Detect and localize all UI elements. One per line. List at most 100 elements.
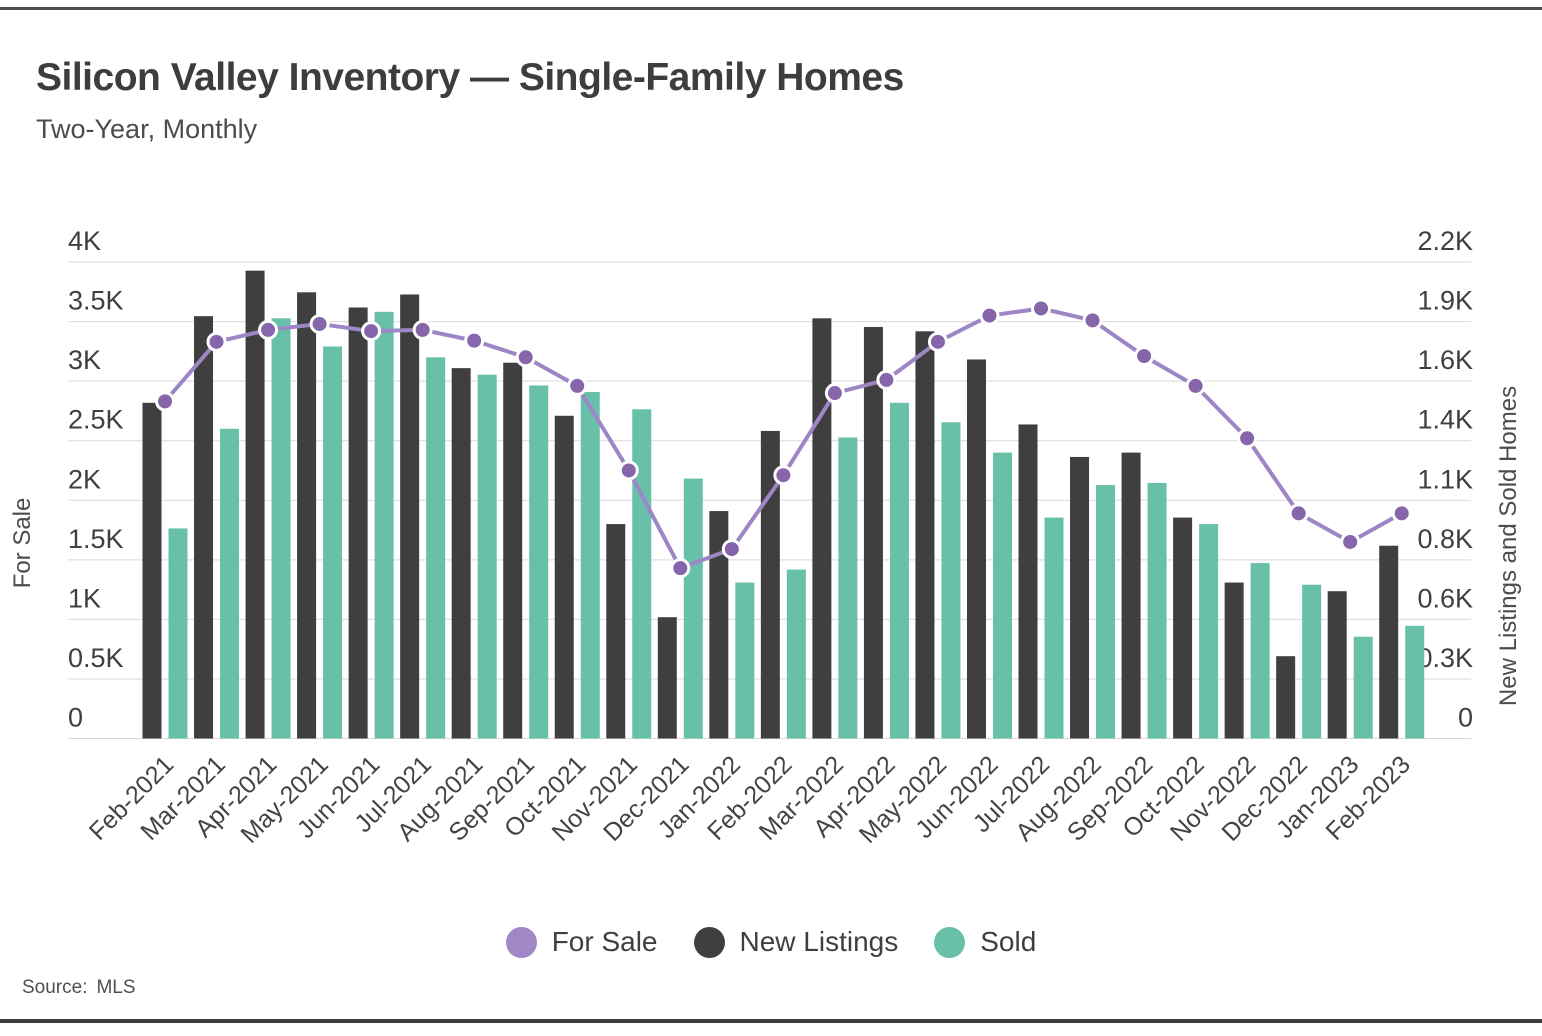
bottom-border-rule [0,1019,1542,1023]
bar-sold [1250,563,1270,739]
bar-new-listings [1327,591,1347,739]
bar-new-listings [245,270,265,739]
source-label: Source: [22,977,88,998]
point-for-sale [361,321,382,342]
bar-sold [1044,517,1064,739]
page-subtitle: Two-Year, Monthly [36,114,258,144]
left-axis-tick: 1K [68,583,101,613]
left-axis-tick: 3.5K [68,286,124,316]
left-axis-tick: 1.5K [68,524,124,554]
right-axis-tick: 1.6K [1417,345,1473,375]
bar-new-listings [1224,582,1244,739]
point-for-sale [464,330,485,351]
legend-item-for-sale[interactable]: For Sale [505,926,658,958]
bar-sold [374,311,394,739]
bar-sold [632,409,652,739]
bar-new-listings [1121,452,1141,739]
bar-new-listings [1070,456,1090,739]
point-for-sale [412,319,433,340]
left-axis-tick: 0 [68,703,83,733]
bar-sold [941,422,961,739]
bar-sold [735,582,755,739]
chart-legend: For Sale New Listings Sold [0,926,1542,958]
bar-sold [220,428,240,739]
point-for-sale [1082,310,1103,331]
point-for-sale [155,391,175,412]
bar-new-listings [812,318,832,739]
point-for-sale [618,460,639,481]
bar-new-listings [142,402,162,739]
point-for-sale [773,465,794,486]
right-axis-tick: 1.9K [1417,286,1473,316]
point-for-sale [927,331,948,352]
bar-sold [271,318,291,739]
bar-sold [323,346,343,739]
point-for-sale [1391,503,1412,524]
point-for-sale [1185,375,1206,396]
bar-sold [786,569,806,739]
top-border-rule [0,7,1542,10]
bar-sold [426,357,446,739]
bar-sold [889,402,909,739]
bar-new-listings [503,362,523,739]
point-for-sale [1288,503,1309,524]
source-note: Source: MLS [22,977,136,999]
bar-new-listings [1379,545,1399,739]
bar-new-listings [966,359,986,739]
legend-item-sold[interactable]: Sold [934,926,1036,958]
point-for-sale [515,347,536,368]
bar-new-listings [657,617,677,739]
right-axis-tick: 1.4K [1417,405,1473,435]
bar-new-listings [863,326,883,739]
bar-new-listings [554,415,574,739]
right-axis-tick: 1.1K [1417,464,1473,494]
bar-new-listings [400,294,420,739]
bar-sold [168,528,188,739]
left-axis-tick: 4K [68,226,101,256]
bar-new-listings [194,316,214,739]
bar-new-listings [451,368,471,739]
right-axis-tick: 0.8K [1417,524,1473,554]
left-axis-tick: 0.5K [68,643,124,673]
right-axis-tick: 2.2K [1417,226,1473,256]
bar-new-listings [915,331,935,739]
bar-sold [1199,524,1219,739]
bar-sold [992,452,1012,739]
point-for-sale [1031,298,1052,319]
left-axis-tick: 2K [68,464,101,494]
bar-sold [1353,636,1373,739]
point-for-sale [670,558,691,579]
right-axis-tick: 0 [1458,703,1473,733]
legend-label-for-sale: For Sale [551,926,658,957]
new-listings-swatch-icon [693,926,725,958]
bar-sold [1096,485,1116,739]
point-for-sale [1134,346,1155,367]
bar-new-listings [760,430,780,739]
source-value: MLS [96,977,136,998]
legend-item-new-listings[interactable]: New Listings [693,926,899,958]
bar-sold [580,391,600,739]
legend-label-sold: Sold [980,926,1037,957]
bar-sold [683,478,703,739]
point-for-sale [876,369,897,390]
point-for-sale [206,331,227,352]
right-axis-title: New Listings and Sold Homes [1495,386,1522,706]
bar-new-listings [606,524,626,739]
point-for-sale [567,375,588,396]
left-axis-tick: 3K [68,345,101,375]
for-sale-swatch-icon [505,926,537,958]
bar-new-listings [1173,517,1193,739]
page-title: Silicon Valley Inventory — Single-Family… [36,56,904,99]
legend-label-new-listings: New Listings [739,926,899,957]
right-axis-tick: 0.3K [1417,643,1473,673]
point-for-sale [979,305,1000,326]
right-axis-tick: 0.6K [1417,583,1473,613]
bar-new-listings [1018,424,1038,739]
bar-new-listings [1276,656,1296,739]
point-for-sale [309,313,330,334]
bar-sold [1147,482,1167,739]
bar-new-listings [348,307,368,739]
point-for-sale [1340,531,1361,552]
